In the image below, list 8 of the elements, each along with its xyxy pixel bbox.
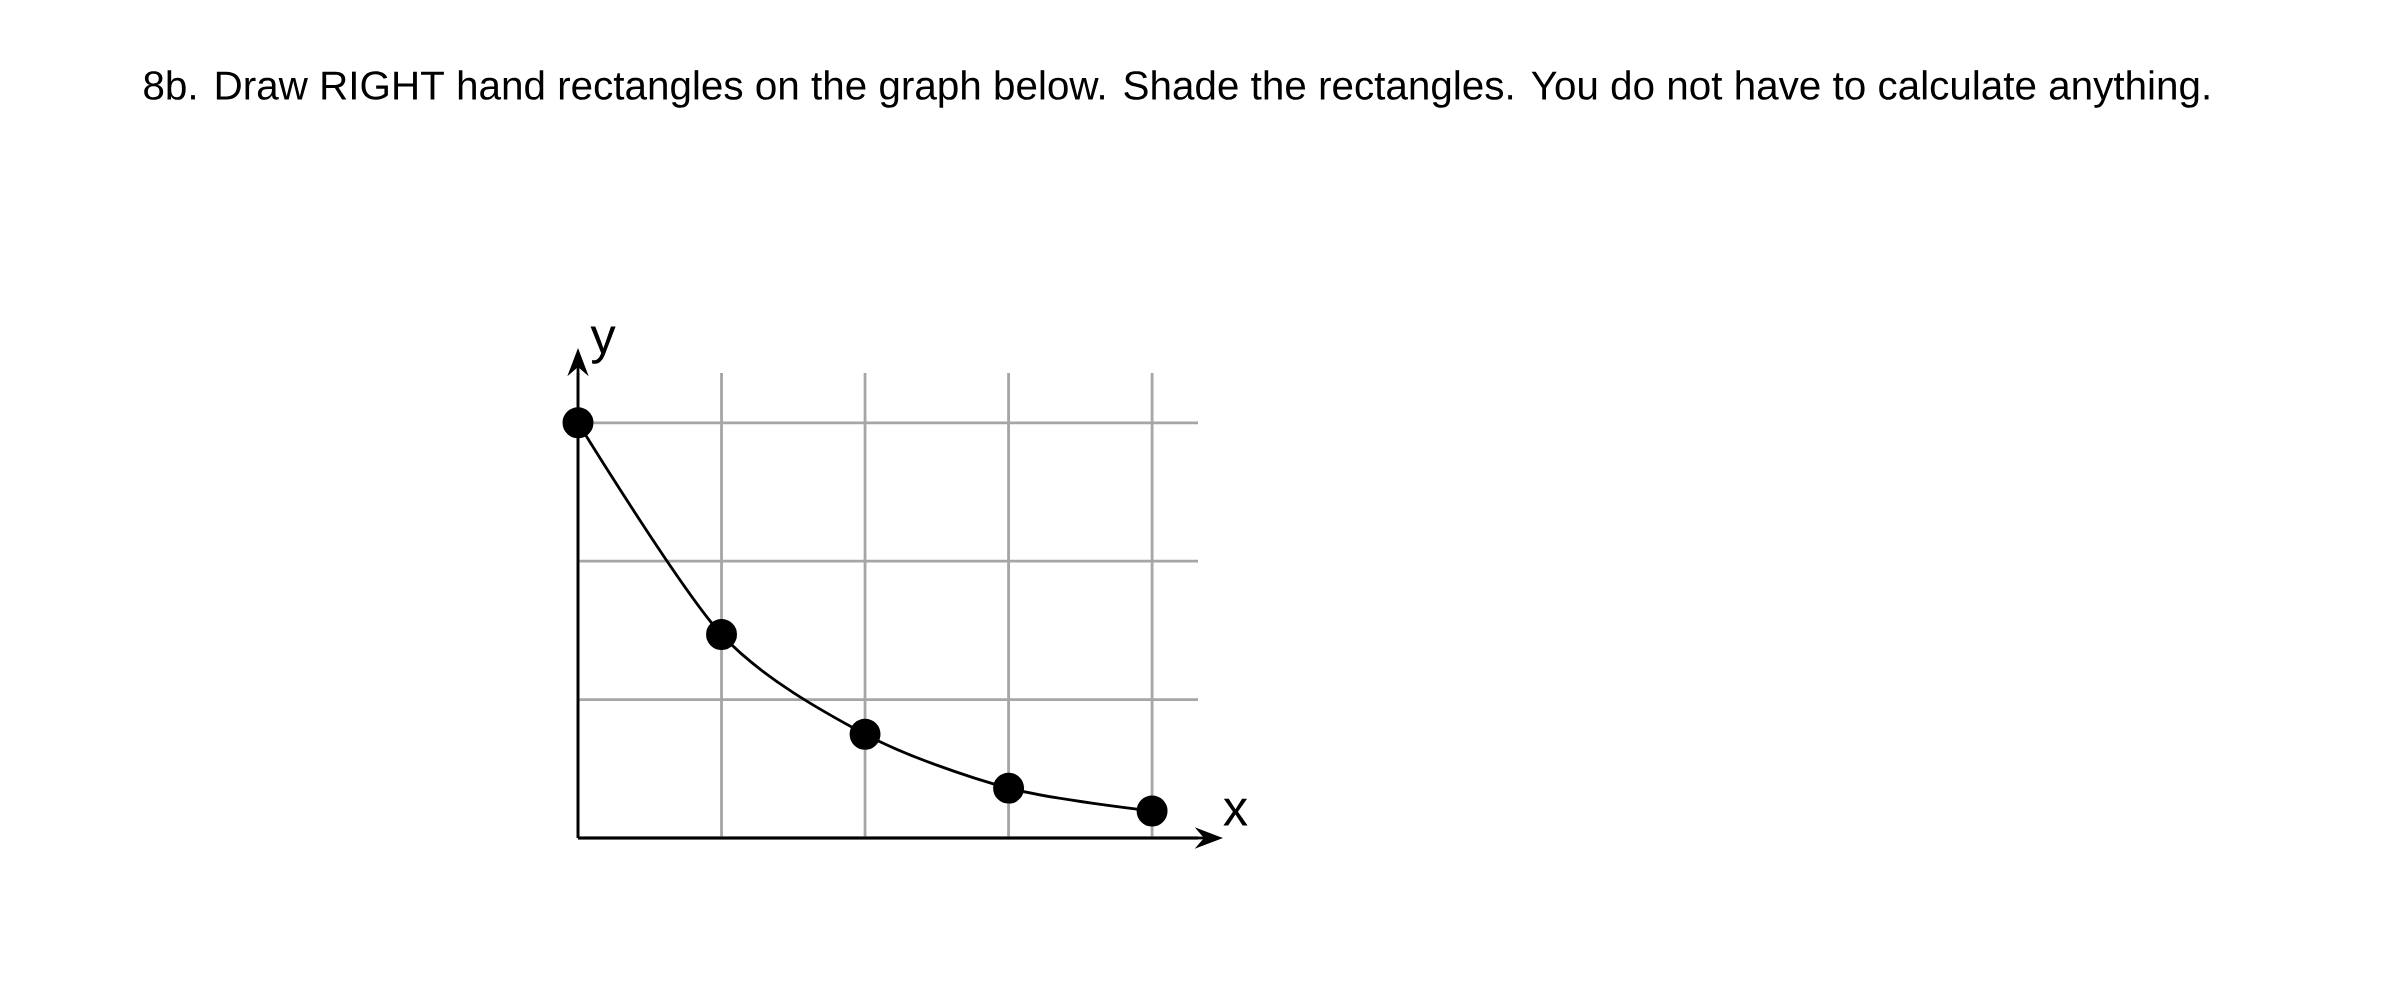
y-axis-title: y (590, 326, 616, 364)
point (993, 772, 1025, 804)
x-axis-title: x (1223, 798, 1248, 826)
point (1136, 795, 1168, 827)
point (849, 718, 881, 750)
point (706, 619, 737, 651)
point (562, 407, 594, 439)
chart-title: 8b. Draw RIGHT hand rectangles on the graph below. Shade the rectangles. You do not have to calculate anything. (144, 70, 2209, 108)
